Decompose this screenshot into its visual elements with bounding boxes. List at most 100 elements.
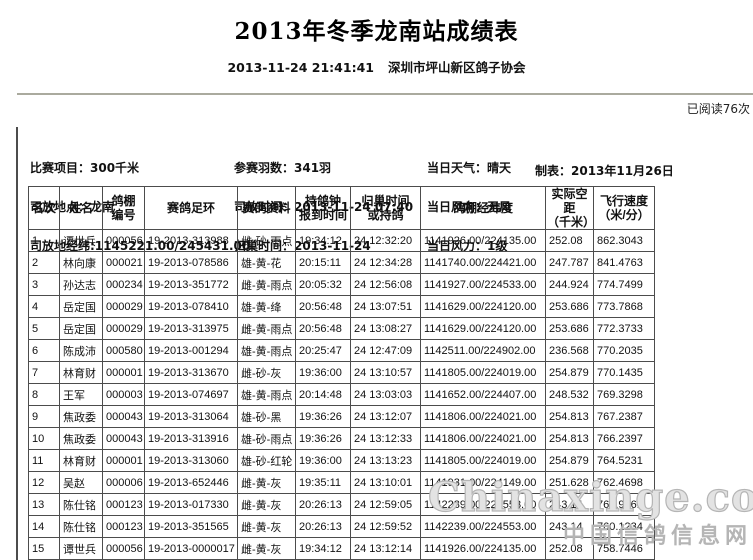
table-cell: 1141806.00/224021.00 [420,405,546,428]
table-cell: 谭世兵 [59,229,103,252]
table-cell: 陈成沛 [59,339,103,362]
table-cell: 19-2013-313975 [144,317,238,340]
table-cell: 252.08 [545,229,594,252]
table-cell: 774.7499 [593,273,655,296]
table-cell: 19-2013-078410 [144,295,238,318]
table-cell: 雄-黄-雨点 [237,383,296,406]
table-row: 7 林育财 000001 19-2013-313670 雌-砂-灰 19:36:00 24 … [28,361,655,384]
table-row: 13 陈仕铭 000123 19-2013-017330 雌-黄-灰 20:26:13 24… [28,493,655,516]
table-cell: 20:26:13 [295,515,351,538]
table-cell: 1141926.00/224135.00 [420,229,546,252]
table-cell: 253.686 [545,317,594,340]
table-cell: 雌-砂-雨点 [237,229,296,252]
table-cell: 雄-黄-绛 [237,295,296,318]
table-cell: 19-2013-313670 [144,361,238,384]
table-cell: 24 12:34:28 [350,251,421,274]
table-cell: 岳定国 [59,317,103,340]
table-cell: 雄-砂-雨点 [237,427,296,450]
table-cell: 000001 [102,449,145,472]
table-cell: 1141652.00/224407.00 [420,383,546,406]
table-cell: 谭世兵 [59,537,103,560]
table-cell: 24 13:03:03 [350,383,421,406]
table-cell: 雄-黄-花 [237,251,296,274]
table-cell: 5 [28,317,60,340]
table-cell: 24 12:59:05 [350,493,421,516]
table-cell: 19-2013-078586 [144,251,238,274]
table-cell: 11 [28,449,60,472]
table-cell: 雌-黄-灰 [237,515,296,538]
table-cell: 林育财 [59,361,103,384]
table-cell: 251.628 [545,471,594,494]
table-cell: 吴赵 [59,471,103,494]
table-cell: 24 12:32:20 [350,229,421,252]
table-cell: 24 13:08:27 [350,317,421,340]
table-cell: 24 12:59:52 [350,515,421,538]
col-header-ring-number: 赛鸽足环 [144,186,238,230]
table-cell: 焦政委 [59,405,103,428]
table-header-row: 名次 姓名 鸽棚 编号 赛鸽足环 赛鸽资料 持鸽钟 报到时间 归巢时间 或持鸽 … [28,186,655,230]
table-cell: 陈仕铭 [59,493,103,516]
table-cell: 孙达志 [59,273,103,296]
table-row: 12 吴赵 000006 19-2013-652446 雌-黄-灰 19:35:11 24 … [28,471,655,494]
table-cell: 林向康 [59,251,103,274]
table-cell: 000029 [102,295,145,318]
table-cell: 陈仕铭 [59,515,103,538]
table-cell: 000123 [102,515,145,538]
col-header-loft-number: 鸽棚 编号 [102,186,145,230]
table-cell: 1141927.00/224533.00 [420,273,546,296]
table-cell: 20:14:48 [295,383,351,406]
table-cell: 20:25:47 [295,339,351,362]
table-cell: 862.3043 [593,229,655,252]
table-cell: 254.879 [545,361,594,384]
table-cell: 19:35:11 [295,471,351,494]
table-cell: 762.4698 [593,471,655,494]
table-cell: 769.3298 [593,383,655,406]
table-cell: 4 [28,295,60,318]
table-cell: 24 13:10:01 [350,471,421,494]
table-cell: 19-2013-001294 [144,339,238,362]
table-cell: 000021 [102,251,145,274]
table-cell: 1141629.00/224120.00 [420,295,546,318]
table-cell: 王军 [59,383,103,406]
table-cell: 760.1234 [593,515,655,538]
table-cell: 8 [28,383,60,406]
table-cell: 758.7446 [593,537,655,560]
table-cell: 雄-砂-红轮 [237,449,296,472]
table-cell: 000580 [102,339,145,362]
table-cell: 20:56:48 [295,295,351,318]
table-cell: 雌-砂-灰 [237,361,296,384]
table-row: 2 林向康 000021 19-2013-078586 雄-黄-花 20:15:11 24 … [28,251,655,274]
table-cell: 000043 [102,405,145,428]
table-cell: 773.7868 [593,295,655,318]
table-cell: 雌-黄-雨点 [237,273,296,296]
table-cell: 000056 [102,537,145,560]
table-cell: 248.532 [545,383,594,406]
table-cell: 000056 [102,229,145,252]
page-title: 2013年冬季龙南站成绩表 [234,18,519,45]
table-cell: 243.14 [545,493,594,516]
table-cell: 19:34:12 [295,229,351,252]
table-cell: 20:56:48 [295,317,351,340]
table-cell: 770.2035 [593,339,655,362]
info-weather: 当日天气：晴天 [427,161,512,175]
table-cell: 766.2397 [593,427,655,450]
table-cell: 13 [28,493,60,516]
info-race-item: 比赛项目：300千米 [30,161,140,175]
table-cell: 000006 [102,471,145,494]
table-cell: 1141806.00/224021.00 [420,427,546,450]
table-cell: 000043 [102,427,145,450]
col-header-clock-report-time: 持鸽钟 报到时间 [295,186,351,230]
table-cell: 19-2013-313060 [144,449,238,472]
table-cell: 24 13:12:14 [350,537,421,560]
table-cell: 19-2013-313916 [144,427,238,450]
table-row: 3 孙达志 000234 19-2013-351772 雌-黄-雨点 20:05:32 24… [28,273,655,296]
table-cell: 19-2013-074697 [144,383,238,406]
table-cell: 243.14 [545,515,594,538]
table-cell: 236.568 [545,339,594,362]
table-cell: 1142239.00/224553.00 [420,493,546,516]
table-cell: 24 12:47:09 [350,339,421,362]
table-cell: 15 [28,537,60,560]
table-row: 5 岳定国 000029 19-2013-313975 雌-黄-雨点 20:56:48 24… [28,317,655,340]
table-cell: 764.5231 [593,449,655,472]
table-cell: 12 [28,471,60,494]
